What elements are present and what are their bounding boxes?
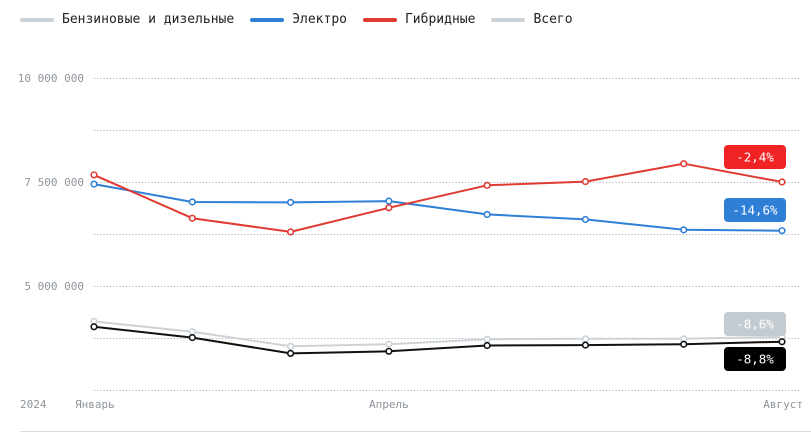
legend-label-hybrid: Гибридные xyxy=(404,12,476,27)
legend-label-petrol-diesel: Бензиновые и дизельные xyxy=(62,12,235,27)
data-point-всего xyxy=(286,349,295,357)
change-badge-label-гибридные: -2,4% xyxy=(736,150,774,165)
data-point-электро xyxy=(483,210,491,219)
data-point-бензиновые-и-дизельные xyxy=(385,340,393,348)
legend-swatch-total xyxy=(491,17,526,22)
data-point-электро xyxy=(581,215,590,224)
change-badge-label-бензиновые-и-дизельные: -8,6% xyxy=(736,317,774,332)
legend-swatch-petrol-diesel xyxy=(20,17,54,22)
data-point-всего xyxy=(483,341,491,350)
data-point-электро xyxy=(680,226,688,234)
data-point-электро xyxy=(188,198,196,206)
x-tick-label: Апрель xyxy=(369,398,409,411)
change-badge-бензиновые-и-дизельные xyxy=(724,312,786,336)
year-label: 2024 xyxy=(20,398,47,411)
data-point-бензиновые-и-дизельные xyxy=(286,342,295,350)
change-badge-электро xyxy=(724,198,786,222)
legend-label-electric: Электро xyxy=(292,12,347,27)
data-point-всего xyxy=(680,340,688,348)
y-tick-label: 5 000 000 xyxy=(24,280,84,293)
data-point-электро xyxy=(286,198,295,206)
series-line-бензиновые-и-дизельные xyxy=(93,320,783,348)
data-point-всего xyxy=(581,341,590,349)
legend-item-petrol-diesel[interactable]: Бензиновые и дизельные xyxy=(20,12,234,27)
data-point-гибридные xyxy=(188,214,196,222)
series-line-гибридные xyxy=(93,162,783,233)
data-point-всего xyxy=(385,347,393,355)
series-line-всего xyxy=(93,325,783,355)
legend-item-hybrid[interactable]: Гибридные xyxy=(362,12,476,27)
data-point-электро xyxy=(385,197,393,205)
data-point-гибридные xyxy=(680,160,688,168)
data-point-всего xyxy=(188,333,196,342)
data-point-всего xyxy=(90,323,98,331)
data-point-гибридные xyxy=(581,177,590,186)
data-point-гибридные xyxy=(385,204,393,212)
x-tick-label: Август xyxy=(763,398,803,411)
series-line-электро xyxy=(93,183,783,232)
data-point-гибридные xyxy=(90,171,98,179)
data-point-бензиновые-и-дизельные xyxy=(581,335,590,343)
data-point-всего xyxy=(778,338,786,346)
chart-legend: Бензиновые и дизельные Электро Гибридные… xyxy=(20,12,573,27)
y-tick-label: 10 000 000 xyxy=(18,72,84,85)
data-point-бензиновые-и-дизельные xyxy=(483,335,491,343)
legend-item-electric[interactable]: Электро xyxy=(250,12,347,27)
data-point-бензиновые-и-дизельные xyxy=(188,328,196,336)
data-point-гибридные xyxy=(483,181,491,189)
data-point-электро xyxy=(90,180,98,188)
change-badge-всего xyxy=(724,347,786,371)
data-point-гибридные xyxy=(778,178,786,186)
change-badge-label-всего: -8,8% xyxy=(736,352,774,367)
change-badge-label-электро: -14,6% xyxy=(732,203,778,218)
data-point-гибридные xyxy=(286,228,295,236)
data-point-электро xyxy=(778,227,786,235)
legend-swatch-electric xyxy=(250,17,285,22)
legend-item-total[interactable]: Всего xyxy=(491,12,573,27)
bottom-divider xyxy=(20,431,811,432)
change-badge-гибридные xyxy=(724,145,786,169)
x-tick-label: Январь xyxy=(75,398,115,411)
legend-swatch-hybrid xyxy=(362,17,397,22)
legend-label-total: Всего xyxy=(533,12,573,27)
y-tick-label: 7 500 000 xyxy=(24,176,84,189)
